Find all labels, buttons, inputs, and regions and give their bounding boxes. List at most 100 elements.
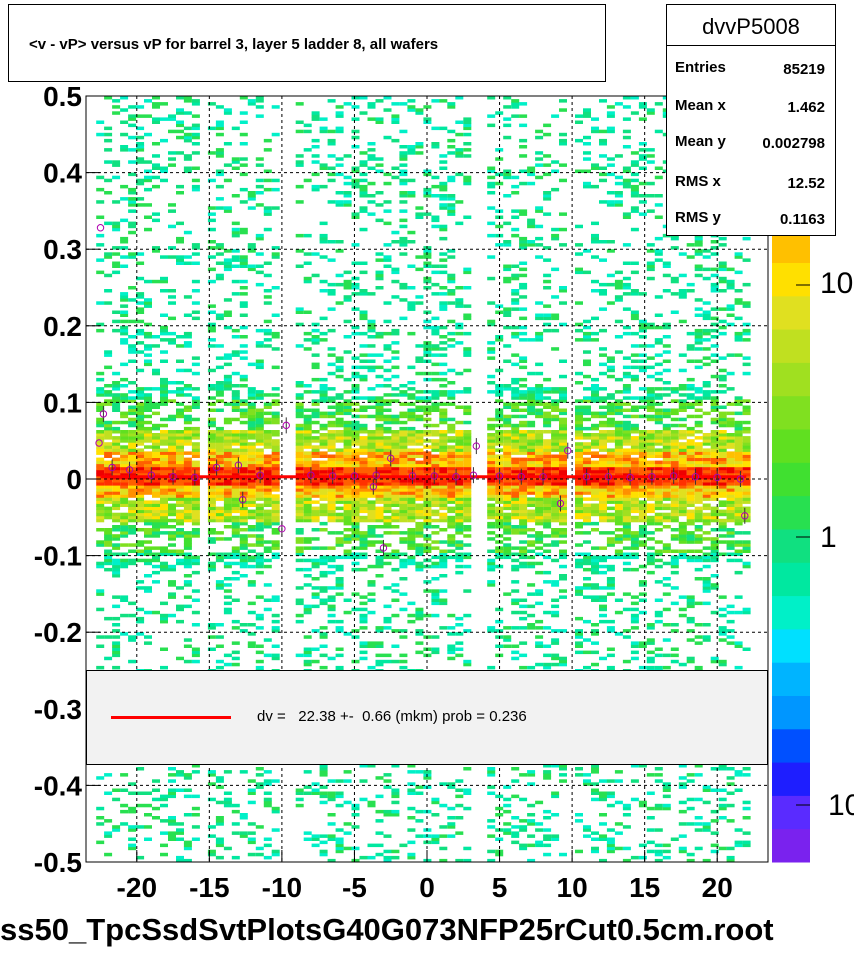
heatmap-cell — [168, 503, 176, 507]
heatmap-cell — [255, 430, 264, 434]
heatmap-cell — [447, 426, 456, 431]
heatmap-cell — [455, 479, 464, 483]
heatmap-cell — [96, 482, 105, 486]
heatmap-cell — [591, 163, 599, 167]
heatmap-cell — [247, 457, 256, 462]
heatmap-cell — [383, 200, 392, 204]
heatmap-cell — [128, 460, 137, 465]
heatmap-cell — [543, 512, 552, 517]
heatmap-cell — [327, 656, 336, 661]
heatmap-cell — [543, 316, 552, 321]
heatmap-cell — [495, 525, 504, 529]
heatmap-cell — [455, 779, 464, 783]
heatmap-cell — [407, 485, 416, 489]
heatmap-cell — [351, 408, 360, 412]
heatmap-cell — [303, 512, 312, 517]
heatmap-cell — [231, 650, 240, 655]
heatmap-cell — [551, 479, 560, 483]
heatmap-cell — [319, 289, 328, 293]
heatmap-cell — [495, 111, 504, 115]
heatmap-cell — [375, 203, 384, 207]
heatmap-cell — [160, 852, 168, 857]
heatmap-cell — [511, 233, 520, 238]
heatmap-cell — [519, 338, 528, 342]
heatmap-cell — [295, 448, 304, 452]
heatmap-cell — [391, 417, 400, 422]
heatmap-cell — [559, 448, 567, 452]
heatmap-cell — [152, 371, 160, 376]
heatmap-cell — [207, 454, 216, 458]
heatmap-cell — [207, 770, 216, 774]
heatmap-cell — [152, 335, 160, 339]
heatmap-cell — [231, 430, 240, 434]
heatmap-cell — [183, 420, 192, 425]
heatmap-cell — [359, 292, 368, 296]
heatmap-cell — [511, 564, 520, 569]
heatmap-cell — [599, 555, 607, 560]
heatmap-cell — [559, 494, 567, 498]
heatmap-cell — [591, 831, 599, 835]
heatmap-cell — [128, 117, 137, 121]
heatmap-cell — [168, 301, 176, 305]
heatmap-cell — [447, 825, 456, 829]
heatmap-cell — [503, 537, 512, 541]
heatmap-cell — [128, 396, 137, 400]
heatmap-cell — [207, 518, 216, 523]
heatmap-cell — [176, 240, 184, 244]
heatmap-cell — [583, 135, 591, 140]
heatmap-cell — [591, 482, 599, 486]
heatmap-cell — [407, 543, 416, 547]
heatmap-cell — [463, 472, 472, 477]
heatmap-cell — [168, 567, 176, 572]
heatmap-cell — [191, 764, 200, 768]
heatmap-cell — [511, 114, 520, 118]
heatmap-cell — [183, 500, 192, 504]
heatmap-cell — [223, 589, 232, 593]
heatmap-cell — [431, 635, 440, 639]
heatmap-cell — [176, 472, 184, 477]
heatmap-cell — [144, 279, 152, 284]
heatmap-cell — [247, 491, 256, 495]
heatmap-cell — [104, 491, 113, 495]
heatmap-cell — [527, 613, 536, 618]
heatmap-cell — [215, 393, 224, 397]
heatmap-cell — [160, 509, 168, 514]
heatmap-cell — [591, 426, 599, 431]
heatmap-cell — [415, 472, 424, 477]
heatmap-cell — [247, 191, 256, 195]
heatmap-cell — [191, 132, 200, 137]
heatmap-cell — [335, 494, 344, 498]
heatmap-cell — [255, 552, 264, 556]
heatmap-cell — [327, 779, 336, 783]
heatmap-cell — [168, 445, 176, 449]
heatmap-cell — [367, 543, 376, 547]
heatmap-cell — [439, 203, 448, 207]
heatmap-cell — [335, 488, 344, 492]
heatmap-cell — [487, 469, 496, 474]
heatmap-cell — [407, 503, 416, 507]
heatmap-cell — [183, 512, 192, 517]
heatmap-cell — [391, 500, 400, 504]
heatmap-cell — [247, 497, 256, 501]
heatmap-cell — [503, 460, 512, 465]
heatmap-cell — [543, 197, 552, 201]
heatmap-cell — [559, 433, 567, 437]
heatmap-cell — [415, 503, 424, 507]
heatmap-cell — [519, 598, 528, 602]
heatmap-cell — [543, 454, 552, 458]
heatmap-cell — [535, 399, 544, 403]
heatmap-cell — [215, 276, 224, 281]
heatmap-cell — [535, 175, 544, 180]
heatmap-cell — [215, 126, 224, 131]
heatmap-cell — [231, 328, 240, 333]
heatmap-cell — [319, 485, 328, 489]
heatmap-cell — [495, 555, 504, 560]
heatmap-cell — [160, 525, 168, 529]
heatmap-cell — [295, 163, 304, 167]
heatmap-cell — [407, 230, 416, 235]
heatmap-cell — [223, 267, 232, 272]
heatmap-cell — [583, 108, 591, 112]
heatmap-cell — [152, 806, 160, 811]
heatmap-cell — [511, 353, 520, 357]
heatmap-cell — [239, 448, 248, 452]
